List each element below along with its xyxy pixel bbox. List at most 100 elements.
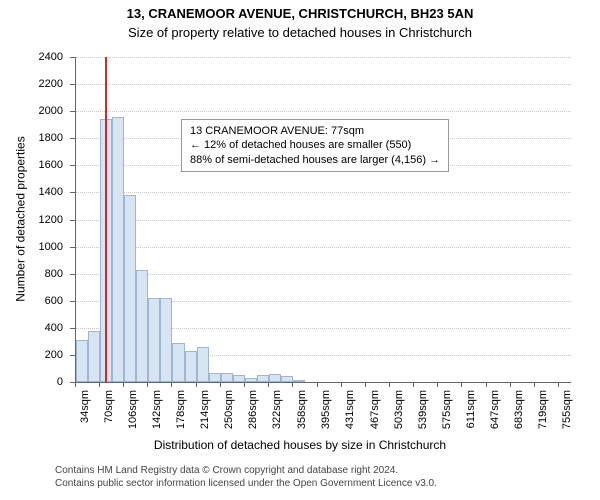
x-tick-mark — [486, 382, 487, 387]
x-tick-mark — [196, 382, 197, 387]
x-tick-mark — [220, 382, 221, 387]
grid-line — [76, 111, 571, 112]
x-tick-mark — [534, 382, 535, 387]
footer-line1: Contains HM Land Registry data © Crown c… — [55, 465, 437, 478]
grid-line — [76, 220, 571, 221]
x-tick-label: 755sqm — [561, 390, 573, 429]
x-tick-mark — [510, 382, 511, 387]
y-tick-mark — [70, 192, 75, 193]
x-tick-label: 395sqm — [320, 390, 332, 429]
histogram-bar — [124, 195, 136, 382]
y-tick-mark — [70, 111, 75, 112]
y-tick-mark — [70, 355, 75, 356]
histogram-bar — [185, 351, 197, 382]
x-tick-mark — [75, 382, 76, 387]
x-tick-label: 286sqm — [247, 390, 259, 429]
x-tick-mark — [341, 382, 342, 387]
grid-line — [76, 247, 571, 248]
y-tick-label: 1600 — [0, 159, 63, 171]
x-tick-mark — [317, 382, 318, 387]
x-tick-label: 358sqm — [296, 390, 308, 429]
x-tick-label: 322sqm — [271, 390, 283, 429]
x-tick-label: 106sqm — [127, 390, 139, 429]
y-tick-mark — [70, 220, 75, 221]
x-tick-mark — [244, 382, 245, 387]
histogram-bar — [197, 347, 209, 382]
y-tick-mark — [70, 57, 75, 58]
histogram-bar — [293, 380, 305, 382]
y-tick-label: 600 — [0, 295, 63, 307]
x-tick-label: 539sqm — [417, 390, 429, 429]
chart-title: 13, CRANEMOOR AVENUE, CHRISTCHURCH, BH23… — [0, 6, 600, 21]
annotation-box: 13 CRANEMOOR AVENUE: 77sqm← 12% of detac… — [181, 119, 449, 172]
histogram-bar — [221, 373, 233, 382]
x-tick-label: 647sqm — [489, 390, 501, 429]
x-tick-label: 250sqm — [223, 390, 235, 429]
histogram-bar — [257, 375, 269, 382]
histogram-bar — [76, 340, 88, 382]
y-tick-label: 2000 — [0, 105, 63, 117]
x-tick-label: 70sqm — [103, 390, 115, 423]
y-tick-mark — [70, 138, 75, 139]
y-tick-mark — [70, 301, 75, 302]
x-tick-label: 575sqm — [441, 390, 453, 429]
x-tick-label: 719sqm — [537, 390, 549, 429]
annotation-line-1: 13 CRANEMOOR AVENUE: 77sqm — [190, 124, 440, 138]
x-tick-label: 142sqm — [151, 390, 163, 429]
grid-line — [76, 57, 571, 58]
histogram-bar — [209, 373, 221, 382]
histogram-bar — [172, 343, 184, 382]
y-tick-mark — [70, 165, 75, 166]
y-tick-label: 200 — [0, 349, 63, 361]
histogram-bar — [233, 375, 245, 382]
annotation-line-2: ← 12% of detached houses are smaller (55… — [190, 138, 440, 152]
x-tick-label: 431sqm — [344, 390, 356, 429]
y-tick-mark — [70, 84, 75, 85]
footer-line2: Contains public sector information licen… — [55, 478, 437, 491]
histogram-bar — [269, 374, 281, 382]
y-tick-label: 0 — [0, 376, 63, 388]
x-tick-mark — [99, 382, 100, 387]
x-tick-mark — [171, 382, 172, 387]
x-tick-label: 214sqm — [199, 390, 211, 429]
y-tick-label: 800 — [0, 268, 63, 280]
histogram-bar — [112, 117, 124, 382]
y-tick-label: 400 — [0, 322, 63, 334]
reference-line — [105, 57, 107, 382]
x-tick-mark — [389, 382, 390, 387]
histogram-bar — [136, 270, 148, 382]
y-tick-label: 1400 — [0, 186, 63, 198]
y-tick-label: 1800 — [0, 132, 63, 144]
histogram-bar — [88, 331, 100, 382]
chart-container: { "title": "13, CRANEMOOR AVENUE, CHRIST… — [0, 0, 600, 500]
x-tick-mark — [268, 382, 269, 387]
x-axis-label: Distribution of detached houses by size … — [0, 438, 600, 452]
chart-subtitle: Size of property relative to detached ho… — [0, 25, 600, 40]
y-tick-label: 2400 — [0, 51, 63, 63]
histogram-bar — [160, 298, 172, 382]
y-tick-mark — [70, 247, 75, 248]
histogram-bar — [148, 298, 160, 382]
x-tick-mark — [292, 382, 293, 387]
x-tick-mark — [365, 382, 366, 387]
x-tick-mark — [147, 382, 148, 387]
grid-line — [76, 84, 571, 85]
y-tick-mark — [70, 328, 75, 329]
y-tick-label: 2200 — [0, 78, 63, 90]
x-tick-mark — [461, 382, 462, 387]
footer-attribution: Contains HM Land Registry data © Crown c… — [55, 465, 437, 490]
x-tick-mark — [437, 382, 438, 387]
x-tick-mark — [123, 382, 124, 387]
x-tick-mark — [558, 382, 559, 387]
x-tick-mark — [413, 382, 414, 387]
y-tick-mark — [70, 274, 75, 275]
y-tick-label: 1200 — [0, 214, 63, 226]
x-tick-label: 178sqm — [175, 390, 187, 429]
x-tick-label: 34sqm — [79, 390, 91, 423]
histogram-bar — [245, 378, 257, 382]
x-tick-label: 467sqm — [369, 390, 381, 429]
y-tick-label: 1000 — [0, 241, 63, 253]
x-tick-label: 611sqm — [465, 390, 477, 428]
x-tick-label: 503sqm — [393, 390, 405, 429]
grid-line — [76, 274, 571, 275]
